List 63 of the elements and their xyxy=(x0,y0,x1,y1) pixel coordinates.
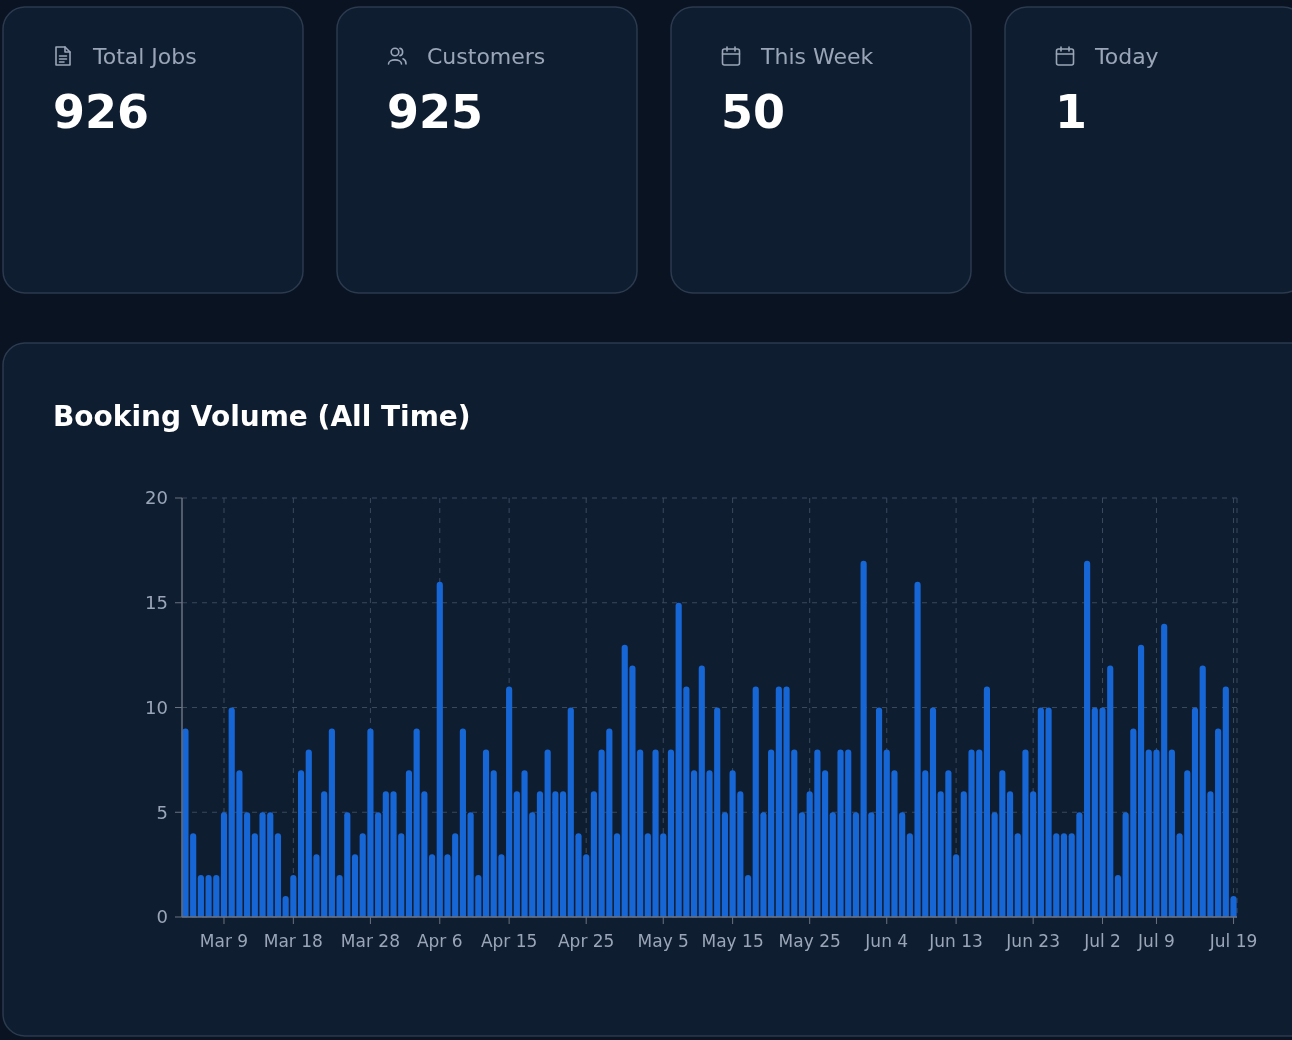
bar xyxy=(691,770,698,917)
bar xyxy=(590,791,597,917)
y-tick-label: 10 xyxy=(145,696,168,718)
bar xyxy=(482,749,490,917)
bar xyxy=(197,875,204,917)
x-tick-label: Apr 25 xyxy=(557,931,615,951)
bar xyxy=(1006,791,1014,917)
y-tick-label: 0 xyxy=(156,906,168,928)
x-tick-label: Jul 9 xyxy=(1137,931,1175,951)
x-tick-label: Apr 6 xyxy=(416,931,463,951)
bar xyxy=(328,728,335,917)
bar xyxy=(929,707,937,917)
bar xyxy=(983,686,991,917)
x-tick-label: Apr 15 xyxy=(480,931,538,951)
x-tick-label: Mar 18 xyxy=(263,931,323,951)
bar xyxy=(875,707,883,917)
text: Total Jobs xyxy=(92,44,197,69)
y-tick-label: 20 xyxy=(145,487,168,509)
bar xyxy=(1215,728,1222,917)
bar xyxy=(1114,875,1122,917)
bar xyxy=(1191,707,1199,917)
bar xyxy=(274,833,282,917)
text: 1 xyxy=(1055,85,1088,139)
bar xyxy=(1137,644,1145,917)
x-tick-label: Jul 2 xyxy=(1083,931,1121,951)
bar xyxy=(721,812,728,917)
bar xyxy=(1084,560,1091,917)
bar xyxy=(297,770,305,917)
bar xyxy=(428,854,436,917)
bar xyxy=(405,770,413,917)
bar xyxy=(459,728,466,917)
bar xyxy=(536,791,544,917)
bar xyxy=(244,812,251,917)
bar xyxy=(351,854,359,917)
bar xyxy=(953,854,960,917)
x-tick-label: May 5 xyxy=(637,931,689,951)
text: Today xyxy=(1094,44,1159,69)
bar xyxy=(613,833,621,917)
x-tick-label: Mar 9 xyxy=(199,931,249,951)
x-tick-label: Jun 23 xyxy=(1005,931,1060,951)
bar xyxy=(744,875,752,917)
y-tick-label: 15 xyxy=(145,592,168,614)
bar xyxy=(852,812,859,917)
x-tick-label: Jul 19 xyxy=(1208,931,1258,951)
text: 926 xyxy=(53,85,150,139)
text: 50 xyxy=(721,85,786,139)
x-tick-label: Mar 28 xyxy=(340,931,400,951)
bar xyxy=(220,812,228,917)
x-tick-label: May 15 xyxy=(701,931,764,951)
text: Customers xyxy=(427,44,546,69)
x-tick-label: Jun 13 xyxy=(928,931,983,951)
chart-title: Booking Volume (All Time) xyxy=(53,400,471,433)
bar xyxy=(798,812,806,917)
text: 925 xyxy=(387,85,484,139)
bar xyxy=(822,770,829,917)
text: This Week xyxy=(760,44,874,69)
bar xyxy=(667,749,675,917)
bar xyxy=(1168,749,1175,917)
x-tick-label: Jun 4 xyxy=(864,931,909,951)
y-tick-label: 5 xyxy=(156,801,168,823)
x-tick-label: May 25 xyxy=(778,931,841,951)
bar xyxy=(560,791,567,917)
bar xyxy=(1060,833,1068,917)
